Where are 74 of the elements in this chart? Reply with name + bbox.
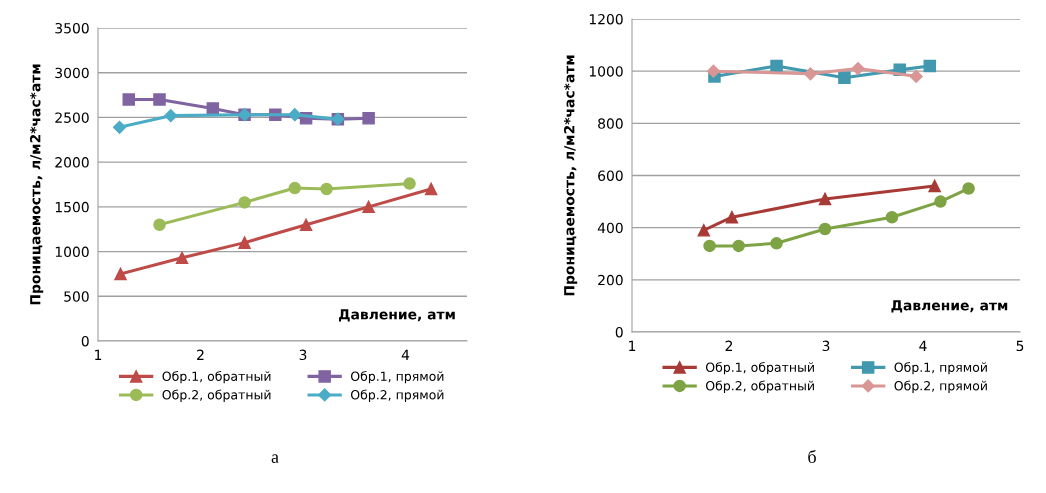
point (962, 182, 975, 195)
x-tick-label: 4 (401, 349, 410, 360)
point (885, 210, 899, 224)
legend-label: Обр.1, прямой (894, 362, 987, 375)
y-tick-label: 1000 (55, 246, 89, 258)
point (362, 200, 375, 214)
point (288, 108, 302, 122)
x-axis-title: Давление, атм (891, 300, 1008, 313)
point (164, 109, 178, 123)
text: б (808, 449, 816, 464)
point (818, 192, 832, 206)
y-tick-label: 1000 (589, 66, 623, 77)
y-tick-label: 600 (598, 170, 623, 181)
point (732, 239, 745, 253)
x-tick-label: 4 (919, 340, 927, 351)
point (299, 218, 313, 231)
point (153, 93, 166, 106)
point (122, 93, 136, 106)
legend-label: Обр.2, прямой (894, 380, 987, 393)
y-tick-label: 2500 (55, 112, 89, 123)
y-tick-label: 500 (64, 291, 89, 302)
point (238, 196, 251, 209)
point (934, 195, 947, 208)
point (928, 179, 941, 193)
point (112, 120, 127, 134)
y-tick-label: 200 (598, 274, 623, 286)
y-tick-label: 2000 (55, 157, 89, 168)
point (403, 177, 416, 190)
point (175, 251, 189, 265)
legend-label: Обр.1, прямой (350, 371, 444, 384)
point (697, 224, 711, 237)
x-tick-label: 2 (197, 349, 204, 360)
legend-label: Обр.2, обратный (705, 380, 814, 393)
legend-label: Обр.1, обратный (162, 371, 271, 384)
x-tick-label: 1 (95, 349, 102, 360)
point (424, 182, 438, 196)
y-tick-label: 0 (615, 326, 623, 338)
y-tick-label: 3000 (55, 67, 89, 79)
point (114, 267, 127, 281)
x-axis-title: Давление, атм (339, 309, 455, 322)
legend-label: Обр.1, обратный (705, 362, 814, 375)
point (706, 64, 721, 78)
point (923, 59, 937, 73)
y-axis-title: Проницаемость, л/м2*час*атм (564, 55, 578, 296)
point (703, 239, 716, 253)
point (770, 237, 783, 250)
y-tick-label: 800 (598, 118, 623, 129)
point (818, 222, 832, 236)
point (851, 61, 865, 76)
point (909, 69, 923, 83)
y-tick-label: 1200 (589, 13, 623, 25)
y-tick-label: 3500 (55, 22, 89, 34)
x-tick-label: 3 (822, 340, 830, 352)
point (362, 112, 375, 125)
point (770, 59, 783, 73)
y-tick-label: 400 (597, 222, 623, 234)
legend-label: Обр.2, обратный (162, 389, 271, 402)
point (206, 102, 220, 115)
y-tick-label: 0 (81, 335, 89, 347)
x-tick-label: 3 (299, 349, 307, 361)
point (153, 218, 166, 231)
x-tick-label: 2 (725, 340, 733, 351)
point (725, 210, 739, 224)
y-axis-title: Проницаемость, л/м2*час*атм (30, 64, 44, 305)
point (803, 67, 818, 81)
x-tick-label: 1 (629, 340, 636, 351)
point (238, 236, 251, 249)
x-tick-label: 5 (1016, 340, 1024, 352)
y-tick-label: 1500 (55, 201, 89, 213)
text: а (271, 454, 279, 464)
legend-label: Обр.2, прямой (350, 389, 444, 402)
point (320, 182, 333, 196)
point (838, 71, 851, 84)
point (288, 181, 302, 195)
